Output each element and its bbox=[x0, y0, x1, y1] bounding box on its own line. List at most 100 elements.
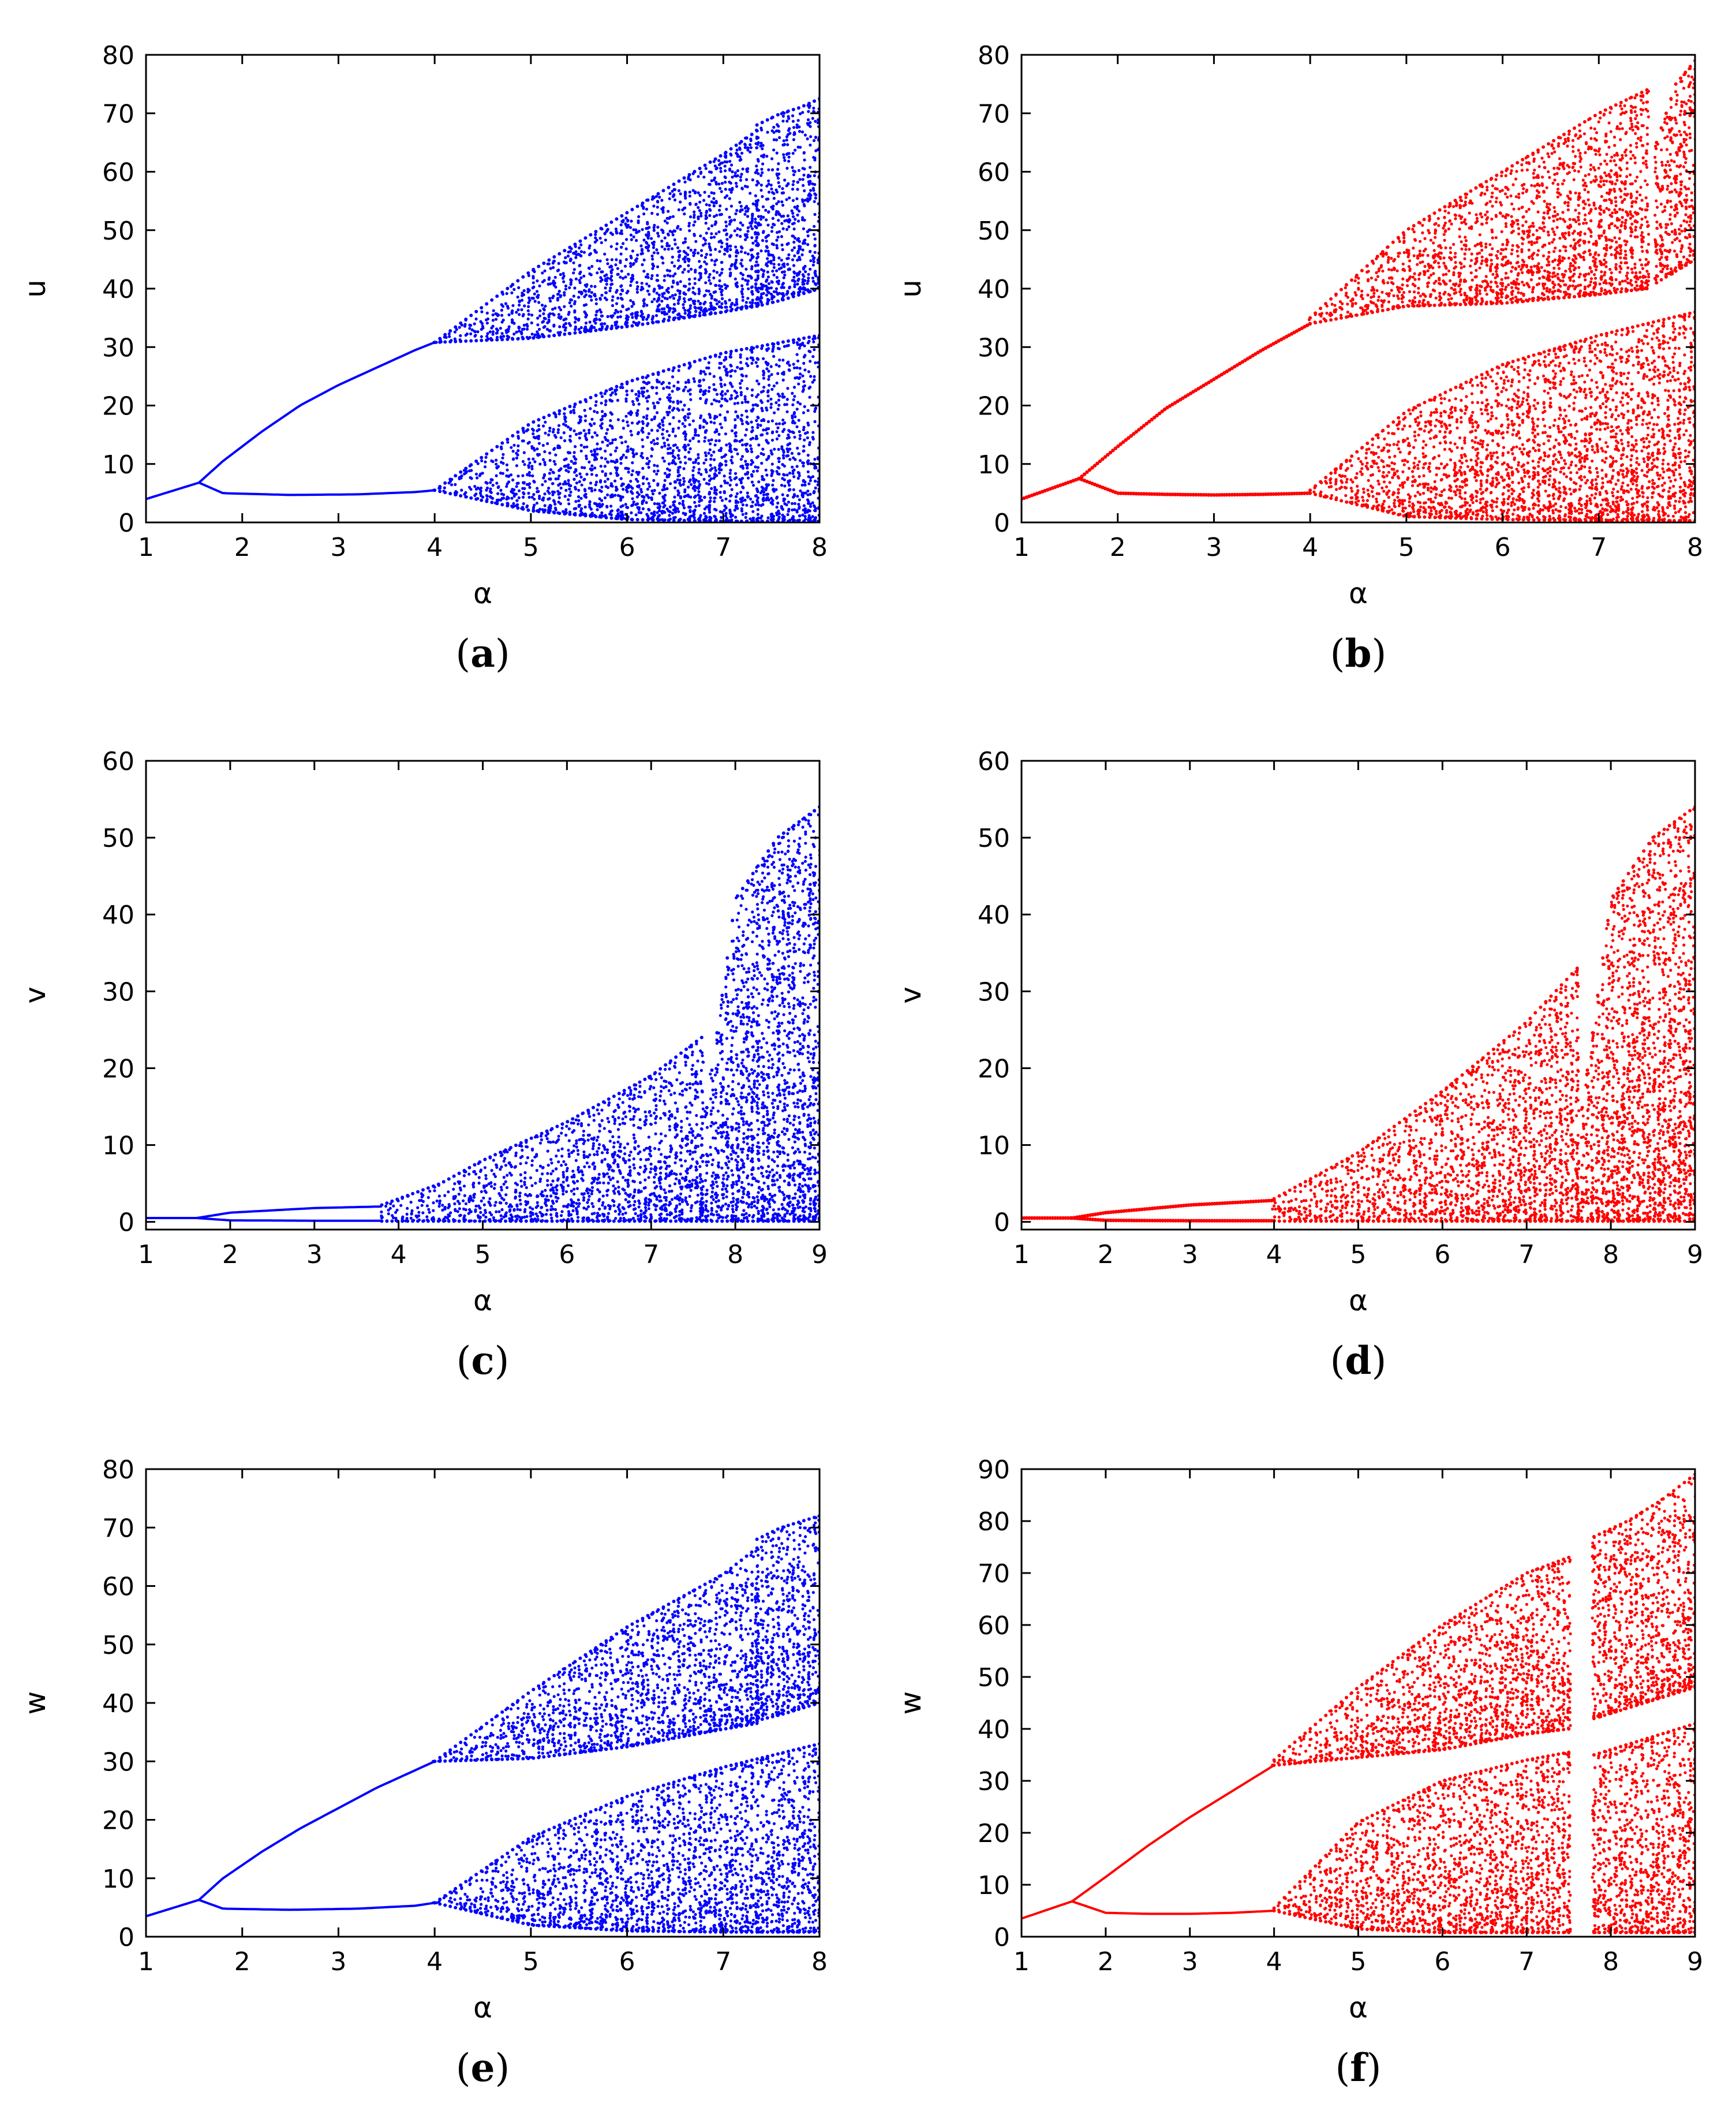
data-point bbox=[657, 506, 661, 510]
data-point bbox=[509, 285, 513, 288]
data-point bbox=[490, 326, 493, 330]
data-point bbox=[536, 447, 539, 451]
data-point bbox=[733, 389, 736, 393]
data-point bbox=[652, 204, 656, 208]
data-point bbox=[624, 258, 628, 261]
data-point bbox=[781, 297, 784, 300]
data-point bbox=[761, 195, 764, 199]
data-point bbox=[698, 266, 702, 269]
data-point bbox=[764, 208, 768, 212]
data-point bbox=[509, 473, 513, 477]
data-point bbox=[702, 313, 705, 316]
data-point bbox=[665, 297, 669, 301]
data-point bbox=[476, 462, 480, 465]
data-point bbox=[609, 419, 612, 423]
data-point bbox=[750, 304, 754, 307]
data-point bbox=[499, 472, 503, 475]
data-point bbox=[800, 218, 805, 222]
data-point bbox=[661, 380, 665, 384]
data-point bbox=[611, 295, 615, 298]
data-point bbox=[1165, 492, 1169, 496]
data-point bbox=[736, 401, 740, 405]
data-point bbox=[578, 264, 582, 267]
data-point bbox=[751, 298, 754, 302]
data-point bbox=[728, 215, 731, 219]
data-point bbox=[691, 300, 695, 303]
data-point bbox=[604, 389, 608, 393]
data-point bbox=[601, 440, 604, 444]
data-point bbox=[788, 286, 791, 289]
data-point bbox=[736, 306, 739, 309]
data-point bbox=[713, 263, 717, 267]
data-point bbox=[650, 211, 654, 215]
data-point bbox=[802, 388, 805, 391]
data-point bbox=[678, 290, 682, 293]
data-point bbox=[772, 345, 775, 349]
data-point bbox=[678, 479, 682, 482]
data-point bbox=[668, 451, 672, 455]
data-point bbox=[720, 515, 723, 520]
data-point bbox=[641, 456, 645, 459]
data-point bbox=[533, 480, 536, 484]
data-point bbox=[750, 277, 753, 280]
data-point bbox=[689, 509, 692, 513]
data-point bbox=[469, 332, 473, 336]
data-point bbox=[676, 469, 680, 472]
data-point bbox=[762, 155, 765, 159]
data-point bbox=[642, 316, 646, 319]
data-point bbox=[729, 375, 732, 378]
data-point bbox=[1346, 302, 1349, 306]
data-point bbox=[734, 143, 738, 147]
data-point bbox=[616, 267, 619, 270]
data-point bbox=[814, 361, 817, 365]
data-point bbox=[755, 146, 759, 150]
data-point bbox=[749, 139, 753, 143]
data-point bbox=[736, 394, 739, 398]
data-point bbox=[605, 298, 608, 301]
data-point bbox=[713, 496, 717, 500]
data-point bbox=[731, 175, 734, 179]
data-point bbox=[684, 438, 687, 441]
data-point bbox=[556, 446, 560, 450]
data-point bbox=[1217, 493, 1221, 497]
data-point bbox=[584, 312, 588, 315]
data-point bbox=[551, 308, 555, 311]
data-point bbox=[537, 428, 541, 431]
data-point bbox=[604, 514, 607, 518]
data-point bbox=[740, 290, 743, 293]
data-point bbox=[590, 487, 593, 490]
x-axis-label: α bbox=[473, 577, 492, 610]
data-point bbox=[543, 269, 547, 272]
data-point bbox=[682, 207, 686, 210]
data-point bbox=[1345, 283, 1348, 287]
data-point bbox=[557, 268, 560, 272]
data-point bbox=[766, 257, 769, 260]
data-point bbox=[595, 473, 598, 477]
data-point bbox=[622, 242, 625, 245]
data-point bbox=[583, 409, 586, 412]
data-point bbox=[788, 472, 792, 475]
data-point bbox=[803, 204, 806, 208]
data-point bbox=[594, 483, 597, 487]
data-point bbox=[766, 389, 770, 393]
data-point bbox=[459, 494, 463, 498]
data-point bbox=[609, 220, 613, 224]
data-point bbox=[813, 99, 816, 103]
data-point bbox=[739, 367, 742, 371]
data-point bbox=[579, 326, 583, 330]
data-point bbox=[631, 400, 634, 404]
data-point bbox=[741, 513, 744, 516]
data-point bbox=[604, 449, 607, 453]
data-point bbox=[517, 489, 521, 492]
data-point bbox=[676, 267, 680, 270]
data-point bbox=[547, 498, 550, 501]
data-point bbox=[691, 286, 695, 290]
data-point bbox=[548, 472, 552, 475]
data-point bbox=[776, 372, 780, 375]
data-point bbox=[813, 518, 817, 522]
data-point bbox=[557, 261, 560, 265]
data-point bbox=[749, 356, 753, 360]
data-point bbox=[708, 204, 711, 207]
data-point bbox=[759, 144, 762, 148]
